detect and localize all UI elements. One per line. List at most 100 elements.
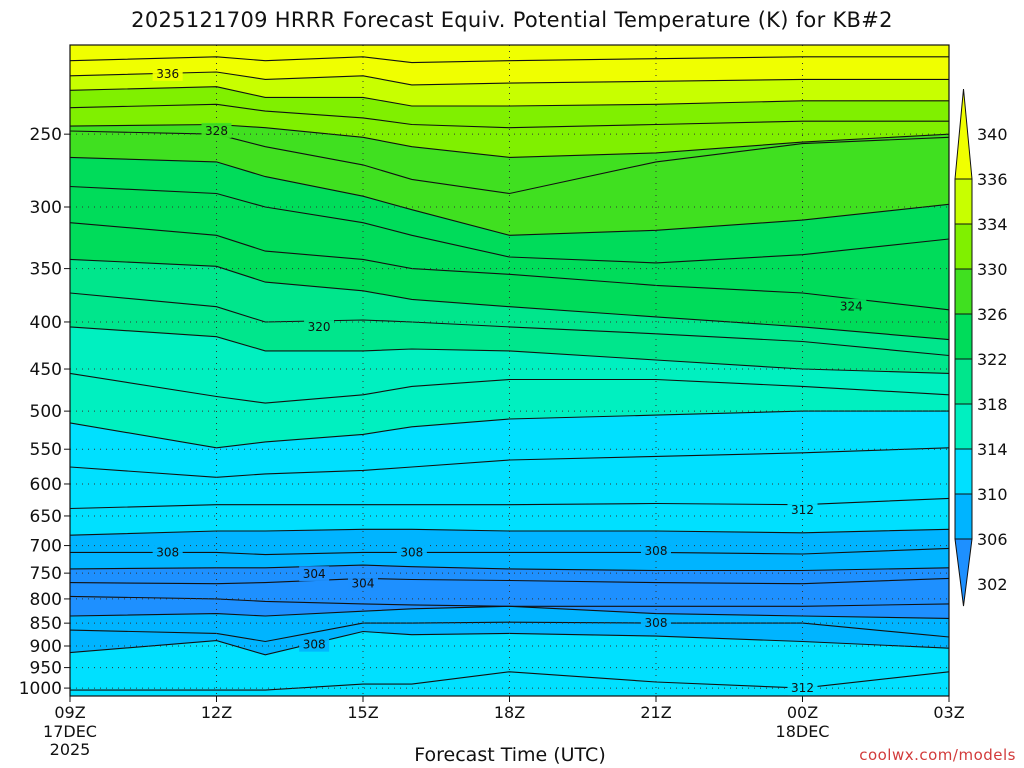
- contour-band: [70, 131, 949, 236]
- x-tick-label: 15Z: [347, 703, 378, 722]
- y-tick-label: 800: [30, 590, 62, 610]
- y-tick-label: 750: [30, 564, 62, 584]
- colorbar-label: 318: [977, 395, 1008, 414]
- credit-text: coolwx.com/models: [859, 746, 1016, 764]
- y-tick-label: 500: [30, 402, 62, 422]
- contour-line: [70, 671, 949, 691]
- x-tick-label: 21Z: [640, 703, 671, 722]
- contour-label: 308: [156, 545, 179, 559]
- contour-line: [70, 292, 949, 357]
- contour-label-bg: [836, 298, 867, 314]
- contour-line: [70, 56, 949, 64]
- contour-band: [70, 326, 949, 404]
- contour-label: 324: [840, 300, 863, 314]
- contour-label-bg: [641, 615, 671, 631]
- y-tick-label: 600: [30, 475, 62, 495]
- colorbar-top-arrow: [954, 88, 973, 180]
- contour-line: [70, 71, 949, 86]
- contour-band: [70, 56, 949, 85]
- contour-band: [70, 671, 949, 696]
- contour-label-bg: [152, 544, 183, 560]
- contour-band: [70, 411, 949, 478]
- colorbar-segment: [954, 493, 973, 540]
- contour-band: [70, 186, 949, 310]
- y-tick-label: 450: [30, 360, 62, 380]
- contour-band: [70, 631, 949, 691]
- contour-line: [70, 577, 949, 585]
- contour-band: [70, 447, 949, 509]
- y-tick-label: 950: [30, 659, 62, 679]
- contour-label-bg: [641, 543, 671, 559]
- x-tick-label: 18Z: [494, 703, 525, 722]
- colorbar-segment: [954, 268, 973, 315]
- colorbar-bottom-arrow: [954, 538, 973, 607]
- contour-label-bg: [396, 544, 427, 560]
- contour-band: [70, 157, 949, 263]
- colorbar-segment: [954, 178, 973, 225]
- contour-label-bg: [201, 122, 232, 138]
- contour-label: 308: [303, 638, 326, 652]
- colorbar-label: 334: [977, 215, 1008, 234]
- contour-band: [70, 622, 949, 655]
- contour-line: [70, 123, 949, 158]
- contour-band: [70, 548, 949, 571]
- contour-label-bg: [304, 318, 335, 334]
- contour-label-bg: [787, 680, 818, 696]
- contour-line: [70, 605, 949, 619]
- colorbar-label: 340: [977, 125, 1008, 144]
- colorbar-segment: [954, 313, 973, 360]
- contour-line: [70, 595, 949, 607]
- contour-line: [70, 130, 949, 195]
- y-tick-label: 400: [30, 313, 62, 333]
- colorbar-segment: [954, 358, 973, 405]
- axis-layer: 250 300 350 400 450 500 550 600 650 700 750 800 850 9…: [19, 44, 965, 759]
- y-tick-label: 350: [30, 260, 62, 280]
- y-tick-label: 1000: [19, 679, 62, 699]
- contour-label: 308: [645, 544, 668, 558]
- contour-band: [70, 578, 949, 607]
- colorbar-label: 306: [977, 530, 1008, 549]
- contour-label: 336: [156, 67, 179, 81]
- x-tick-label: 09Z: [54, 703, 85, 722]
- contour-line: [70, 630, 949, 656]
- contour-line: [70, 156, 949, 236]
- contour-label: 308: [645, 616, 668, 630]
- colorbar-label: 326: [977, 305, 1008, 324]
- x-tick-label: 12Z: [201, 703, 232, 722]
- contour-band: [70, 596, 949, 619]
- contour-label-layer: 336 328 324 320 312 308 308 308 304 304 308 308 312: [152, 65, 867, 696]
- colorbar-label: 310: [977, 485, 1008, 504]
- x-tick-label: 03Z: [933, 703, 964, 722]
- contour-band: [70, 222, 949, 340]
- y-tick-label: 300: [30, 198, 62, 218]
- y-tick-label: 900: [30, 637, 62, 657]
- contour-line: [70, 410, 949, 449]
- contour-label: 304: [352, 577, 375, 591]
- contour-line: [70, 497, 949, 510]
- x-tick-year-label: 2025: [50, 740, 91, 759]
- x-tick-date-label: 18DEC: [776, 722, 830, 741]
- colorbar-label: 302: [977, 575, 1008, 594]
- contour-band: [70, 86, 949, 128]
- colorbar-segment: [954, 448, 973, 495]
- contour-line: [70, 528, 949, 536]
- contour-line: [70, 564, 949, 572]
- contour-line: [70, 222, 949, 311]
- colorbar-label: 314: [977, 440, 1008, 459]
- contour-label-bg: [787, 501, 818, 517]
- contour-line: [70, 621, 949, 643]
- contour-line: [70, 447, 949, 478]
- contour-band: [70, 373, 949, 448]
- contour-band: [70, 529, 949, 555]
- contour-line: [70, 103, 949, 129]
- contour-label: 312: [791, 503, 814, 517]
- contour-label: 312: [791, 681, 814, 695]
- contour-band: [70, 259, 949, 356]
- y-tick-label: 650: [30, 507, 62, 527]
- chart-title: 2025121709 HRRR Forecast Equiv. Potentia…: [131, 8, 893, 32]
- colorbar-label: 322: [977, 350, 1008, 369]
- contour-label-bg: [348, 575, 378, 591]
- contour-label: 320: [308, 320, 331, 334]
- contour-line: [70, 86, 949, 107]
- y-tick-label: 700: [30, 537, 62, 557]
